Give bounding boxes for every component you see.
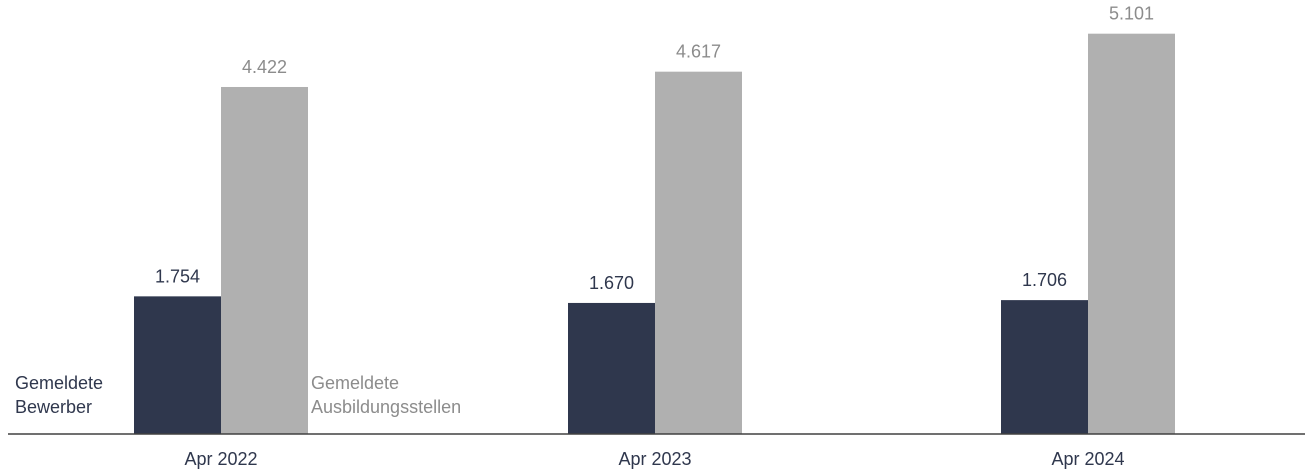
category-labels-layer: Apr 2022 Apr 2023 Apr 2024 xyxy=(184,449,1124,469)
bars-layer xyxy=(134,33,1175,435)
bar-series-1-apr-2023 xyxy=(568,302,655,434)
value-label-series-1-apr-2024: 1.706 xyxy=(1022,270,1067,290)
value-label-series-1-apr-2022: 1.754 xyxy=(155,266,200,286)
category-label-apr-2023: Apr 2023 xyxy=(618,449,691,469)
value-label-series-2-apr-2024: 5.101 xyxy=(1109,4,1154,24)
bar-series-1-apr-2022 xyxy=(134,296,221,434)
bar-series-2-apr-2022 xyxy=(221,86,308,435)
bar-series-1-apr-2024 xyxy=(1001,300,1088,434)
value-label-series-2-apr-2022: 4.422 xyxy=(242,57,287,77)
legend: Gemeldete Bewerber Gemeldete Ausbildungs… xyxy=(15,373,461,417)
bar-series-2-apr-2024 xyxy=(1088,33,1175,434)
legend-series-1-line-2: Bewerber xyxy=(15,397,92,417)
legend-series-1-line-1: Gemeldete xyxy=(15,373,103,393)
legend-series-2-line-2: Ausbildungsstellen xyxy=(311,397,461,417)
legend-series-2-line-1: Gemeldete xyxy=(311,373,399,393)
value-labels-layer: 1.754 4.422 1.670 4.617 1.706 5.101 xyxy=(155,4,1154,293)
bar-series-2-apr-2023 xyxy=(655,71,742,435)
value-label-series-2-apr-2023: 4.617 xyxy=(676,42,721,62)
category-label-apr-2024: Apr 2024 xyxy=(1051,449,1124,469)
category-label-apr-2022: Apr 2022 xyxy=(184,449,257,469)
value-label-series-1-apr-2023: 1.670 xyxy=(589,273,634,293)
